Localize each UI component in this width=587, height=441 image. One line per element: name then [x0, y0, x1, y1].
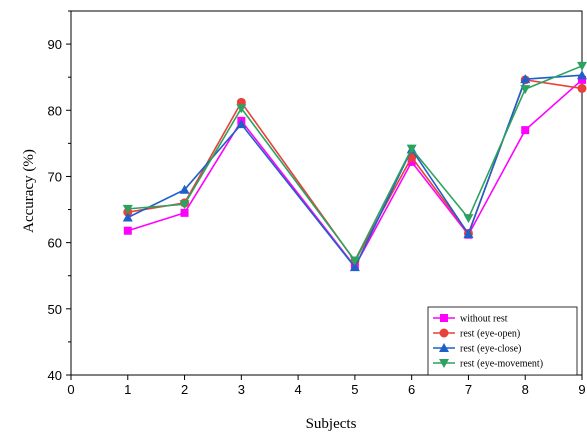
data-point — [520, 85, 531, 95]
legend-marker — [439, 343, 449, 352]
legend: without rest rest (eye-open) rest (eye-clo… — [427, 306, 578, 376]
axes: 0 1 2 3 4 5 6 7 8 9 40 50 60 70 80 90 — [48, 10, 586, 397]
series-line — [127, 79, 583, 268]
series-line — [127, 78, 583, 263]
x-tick-label: 4 — [294, 382, 301, 397]
data-point — [577, 70, 587, 80]
data-point — [463, 214, 474, 224]
legend-item: without rest — [433, 314, 508, 325]
data-point — [349, 262, 360, 272]
data-point — [520, 74, 531, 84]
legend-item: rest (eye-movement) — [433, 359, 543, 370]
series-line — [127, 65, 583, 263]
series-line — [127, 74, 583, 269]
y-tick-label: 90 — [48, 37, 62, 52]
series-layer — [122, 61, 587, 272]
y-tick-label: 70 — [48, 169, 62, 184]
x-tick-label: 3 — [238, 382, 245, 397]
plot-frame — [70, 10, 583, 376]
data-point — [577, 83, 587, 93]
legend-marker — [440, 314, 448, 322]
x-tick-label: 0 — [67, 382, 74, 397]
x-tick-label: 8 — [522, 382, 529, 397]
x-tick-label: 2 — [181, 382, 188, 397]
x-tick-label: 6 — [408, 382, 415, 397]
data-point — [349, 256, 360, 266]
y-axis-title: Accuracy (%) — [21, 149, 37, 233]
data-point — [123, 226, 132, 235]
data-point — [179, 184, 190, 194]
legend-label: without rest — [460, 314, 508, 325]
series-3 — [122, 70, 587, 272]
data-point — [122, 204, 133, 214]
legend-label: rest (eye-open) — [460, 329, 520, 340]
y-tick-label: 50 — [48, 302, 62, 317]
legend-marker — [439, 328, 449, 338]
data-point — [179, 200, 190, 210]
legend-label: rest (eye-close) — [460, 344, 521, 355]
series-4 — [122, 61, 587, 266]
data-point — [180, 208, 189, 217]
x-axis-title: Subjects — [306, 416, 357, 432]
data-point — [406, 144, 417, 154]
data-point — [578, 75, 586, 84]
y-tick-label: 80 — [48, 103, 62, 118]
y-tick-label: 60 — [48, 236, 62, 251]
data-point — [407, 157, 416, 166]
x-tick-label: 5 — [351, 382, 358, 397]
legend-item: rest (eye-open) — [433, 328, 520, 340]
data-point — [122, 212, 133, 222]
series-2 — [123, 75, 587, 266]
data-point — [236, 104, 247, 114]
y-tick-label: 40 — [48, 368, 62, 383]
x-tick-label: 1 — [124, 382, 131, 397]
data-point — [463, 229, 474, 239]
legend-item: rest (eye-close) — [433, 343, 521, 355]
x-tick-label: 9 — [578, 382, 585, 397]
data-point — [577, 61, 587, 71]
data-point — [521, 126, 530, 135]
legend-marker — [439, 359, 449, 368]
data-point — [236, 119, 247, 129]
legend-label: rest (eye-movement) — [460, 359, 543, 370]
x-tick-label: 7 — [465, 382, 472, 397]
